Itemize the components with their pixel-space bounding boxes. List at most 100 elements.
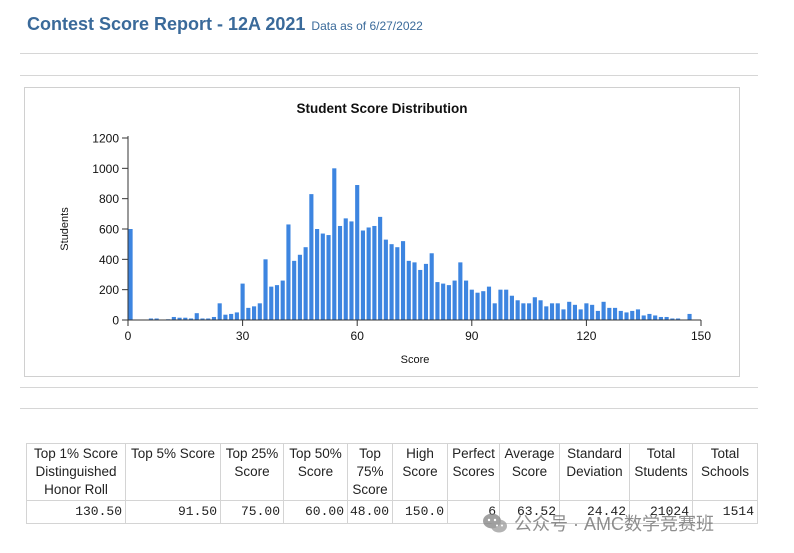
bar — [389, 244, 394, 320]
bar — [515, 300, 520, 320]
bar — [223, 314, 228, 320]
bar — [429, 253, 434, 320]
bar-series — [128, 168, 692, 320]
x-tick-label: 120 — [576, 329, 596, 343]
bar — [538, 300, 543, 320]
bar — [194, 313, 199, 320]
bar — [177, 317, 182, 320]
bar — [618, 310, 623, 320]
bar — [297, 254, 302, 320]
bar — [532, 297, 537, 320]
col-header-high: High Score — [392, 443, 449, 501]
bar — [211, 316, 217, 320]
y-axis-label: Students — [59, 207, 71, 251]
bar — [555, 303, 560, 320]
bar — [492, 303, 497, 320]
bar — [567, 301, 572, 320]
col-header-perfect: Perfect Scores — [447, 443, 501, 501]
bar — [326, 235, 331, 320]
bar — [366, 227, 371, 320]
x-tick-label: 150 — [691, 329, 711, 343]
bar — [234, 312, 239, 320]
value-top25: 75.00 — [220, 500, 284, 524]
report-title: Contest Score Report - 12A 2021 — [27, 14, 306, 34]
y-tick-label: 200 — [99, 283, 119, 297]
bar — [578, 309, 583, 320]
bar — [280, 280, 285, 320]
bar — [572, 304, 578, 320]
bar — [286, 224, 291, 320]
bar — [360, 230, 365, 320]
col-header-top5: Top 5% Score — [125, 443, 221, 501]
col-header-top75: Top 75% Score — [346, 443, 394, 501]
bar — [504, 289, 509, 320]
value-average: 63.52 — [499, 500, 561, 524]
bar — [481, 291, 486, 320]
report-header: Contest Score Report - 12A 2021 Data as o… — [27, 14, 423, 35]
bar — [549, 303, 555, 320]
y-tick-label: 1000 — [92, 162, 119, 176]
col-header-students: Total Students — [629, 443, 694, 501]
col-header-average: Average Score — [499, 443, 561, 501]
bar — [475, 292, 480, 320]
bar — [590, 304, 595, 320]
bar — [561, 309, 566, 320]
bar — [372, 225, 377, 320]
bar — [441, 283, 446, 320]
value-top1: 130.50 — [26, 500, 126, 524]
chart-canvas: Student Score Distribution Students Scor… — [59, 101, 711, 366]
bar — [509, 295, 514, 320]
bar — [400, 241, 406, 320]
bar — [601, 301, 606, 320]
bar — [612, 307, 618, 320]
col-header-schools: Total Schools — [692, 443, 759, 501]
bar — [446, 285, 451, 320]
bar — [658, 316, 663, 320]
bar — [664, 316, 669, 320]
x-tick-label: 90 — [465, 329, 479, 343]
stats-value-row: 130.50 91.50 75.00 60.00 48.00 150.0 6 6… — [26, 500, 759, 524]
value-top50: 60.00 — [283, 500, 348, 524]
bar — [183, 317, 188, 320]
y-tick-label: 800 — [99, 192, 119, 206]
bar — [246, 307, 251, 320]
bar — [469, 289, 474, 320]
value-high: 150.0 — [392, 500, 449, 524]
bar — [423, 263, 429, 320]
bar — [458, 262, 463, 320]
bar — [383, 239, 388, 320]
bar — [309, 194, 314, 320]
y-tick-label: 0 — [112, 314, 119, 328]
bar — [595, 310, 600, 320]
y-tick-label: 400 — [99, 253, 119, 267]
bar — [521, 303, 526, 320]
bar — [217, 303, 222, 320]
bar — [252, 306, 257, 320]
stats-table: Top 1% Score Distinguished Honor Roll To… — [26, 443, 759, 524]
wechat-icon — [483, 513, 507, 533]
bar — [676, 318, 681, 320]
value-top75: 48.00 — [346, 500, 394, 524]
bar — [240, 283, 245, 320]
watermark: 公众号 · AMC数学竞赛班 — [482, 508, 782, 538]
bar — [687, 313, 692, 320]
bar — [320, 233, 325, 320]
bar — [343, 218, 348, 320]
bar — [355, 185, 360, 320]
bar — [171, 316, 176, 320]
bar — [378, 216, 383, 320]
chart-title: Student Score Distribution — [296, 101, 467, 116]
bar — [274, 285, 280, 320]
bar — [630, 310, 635, 320]
bar — [406, 260, 411, 320]
bar — [464, 280, 469, 320]
bar — [349, 221, 354, 320]
bar — [315, 229, 320, 320]
bar — [607, 307, 612, 320]
bar — [128, 229, 133, 320]
bar — [206, 318, 211, 320]
value-schools: 1514 — [692, 500, 759, 524]
value-top5: 91.50 — [125, 500, 221, 524]
bar — [527, 303, 532, 320]
divider — [20, 53, 758, 54]
